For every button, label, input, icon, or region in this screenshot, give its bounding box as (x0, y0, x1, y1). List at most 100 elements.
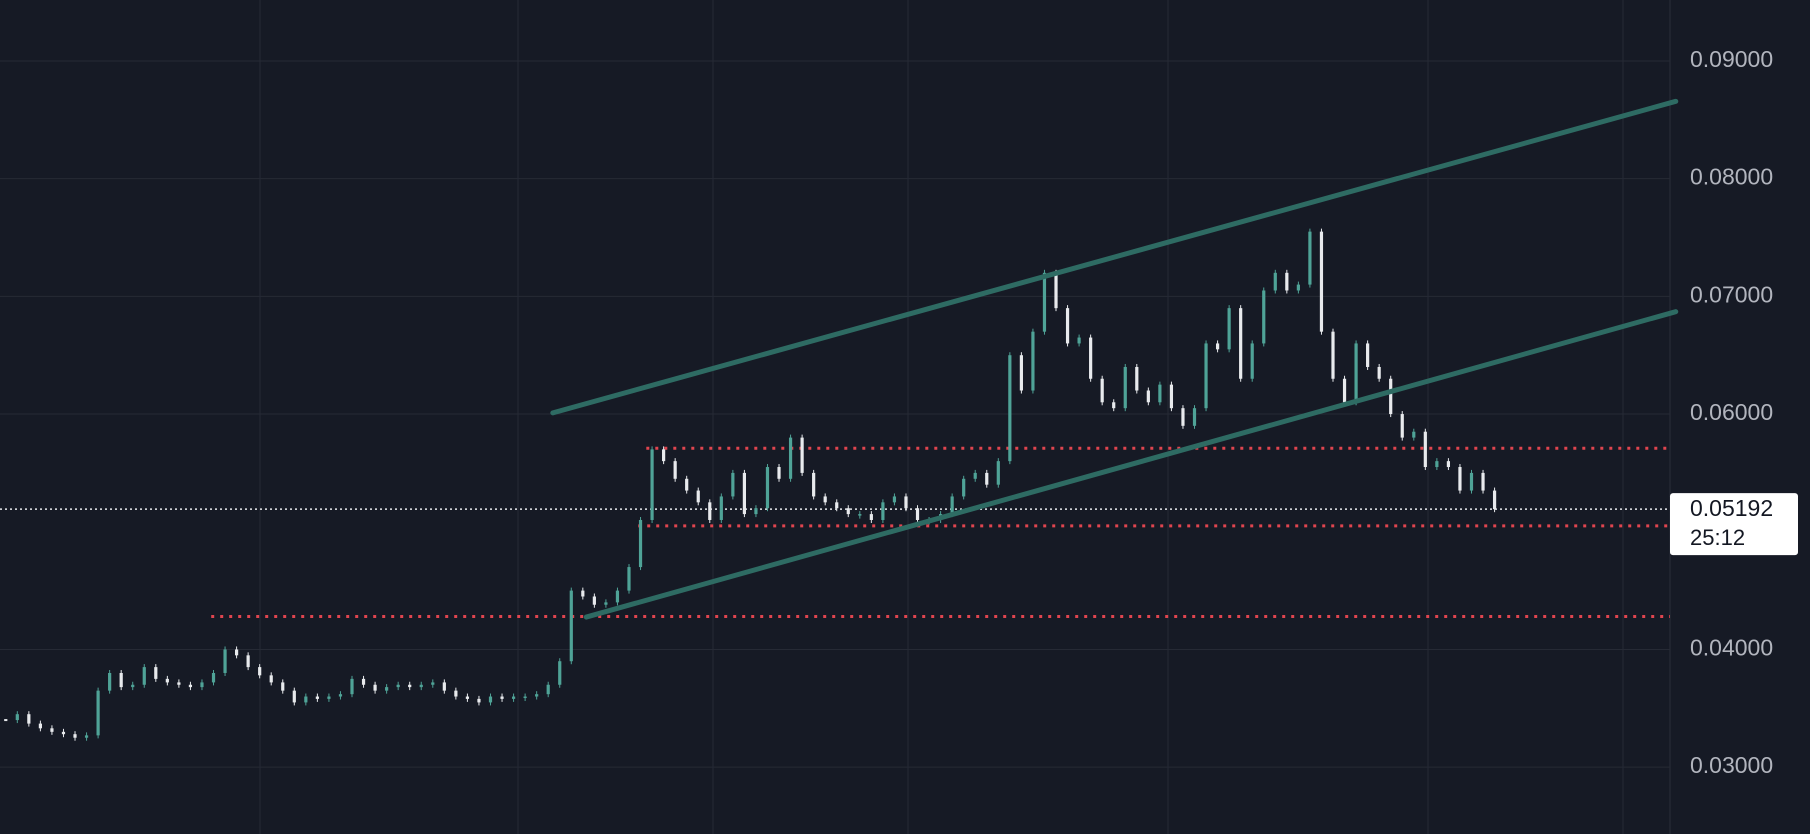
candle (754, 508, 758, 515)
candle (638, 519, 643, 568)
candle (61, 731, 66, 735)
candle (546, 684, 550, 695)
candle (846, 508, 850, 515)
candle (1065, 308, 1070, 344)
candle (511, 696, 516, 699)
candle (131, 684, 135, 688)
candle (1389, 378, 1393, 415)
candle (881, 502, 885, 520)
candle (1008, 355, 1012, 462)
candle (500, 696, 504, 699)
candle (1031, 331, 1035, 391)
candle (188, 684, 193, 688)
trend-line (550, 98, 1679, 416)
candle (1169, 384, 1174, 409)
candle (84, 735, 89, 738)
trend-line (583, 309, 1679, 620)
candle (765, 467, 770, 509)
candle (258, 667, 262, 676)
time-grid (259, 0, 1624, 834)
candle (558, 661, 562, 685)
candle (1239, 308, 1243, 379)
candle (1377, 366, 1381, 379)
candle (742, 472, 747, 515)
candle (281, 682, 285, 691)
candle (1146, 390, 1150, 403)
candle (477, 698, 481, 703)
candle (615, 590, 620, 603)
candle (973, 472, 977, 479)
y-tick-label: 0.07000 (1690, 281, 1773, 307)
candle (431, 682, 435, 685)
candle (812, 472, 816, 497)
candle (569, 590, 573, 662)
candle (338, 694, 343, 697)
candle (442, 682, 446, 691)
candle (673, 461, 677, 479)
candle (962, 478, 966, 497)
candle (823, 496, 827, 503)
candle (1285, 272, 1289, 291)
candle (73, 734, 77, 738)
candle (731, 472, 735, 497)
candle (177, 682, 181, 685)
candle (1204, 343, 1208, 409)
candle (1135, 366, 1139, 391)
candle (1319, 231, 1324, 332)
candle (96, 690, 100, 736)
candle (15, 714, 19, 721)
candle (800, 437, 804, 473)
candle (581, 590, 585, 597)
candle (200, 682, 204, 688)
candle (142, 667, 146, 685)
candle (1123, 366, 1127, 409)
candle (719, 496, 723, 520)
candle (1492, 490, 1497, 510)
candle (1354, 343, 1358, 403)
candle (1077, 337, 1081, 344)
candle (1262, 290, 1266, 344)
candle (223, 649, 227, 673)
candle (1192, 408, 1197, 426)
candle (1458, 467, 1462, 491)
candle (788, 437, 793, 479)
candle (234, 649, 239, 656)
candle (1423, 431, 1427, 468)
candle (1481, 472, 1485, 491)
candle (211, 672, 216, 683)
candle (1342, 378, 1347, 403)
candle (1331, 331, 1335, 379)
y-tick-label: 0.09000 (1690, 46, 1773, 72)
candle (292, 690, 296, 703)
candle (50, 728, 54, 732)
candle (38, 723, 42, 729)
candle (465, 696, 470, 699)
candle (996, 461, 1000, 485)
candle (361, 678, 366, 685)
y-tick-label: 0.08000 (1690, 164, 1773, 190)
candle (1308, 231, 1312, 285)
candle (1100, 378, 1104, 403)
candle (535, 694, 539, 697)
candle (1089, 337, 1093, 379)
candle (1227, 308, 1231, 350)
candle (396, 684, 400, 688)
last-price-box (1670, 493, 1798, 556)
candle (1273, 272, 1277, 291)
candle (1215, 343, 1220, 350)
candle (1042, 272, 1047, 332)
candle (869, 514, 873, 520)
candle (835, 502, 839, 509)
candle (1250, 343, 1254, 379)
last-price-label: 0.05192 (1690, 495, 1773, 521)
candle (892, 496, 897, 503)
candle (1469, 472, 1474, 491)
candle (662, 449, 666, 462)
candle (350, 678, 354, 695)
candle (119, 672, 123, 688)
candle (373, 684, 377, 691)
candle (915, 508, 920, 520)
